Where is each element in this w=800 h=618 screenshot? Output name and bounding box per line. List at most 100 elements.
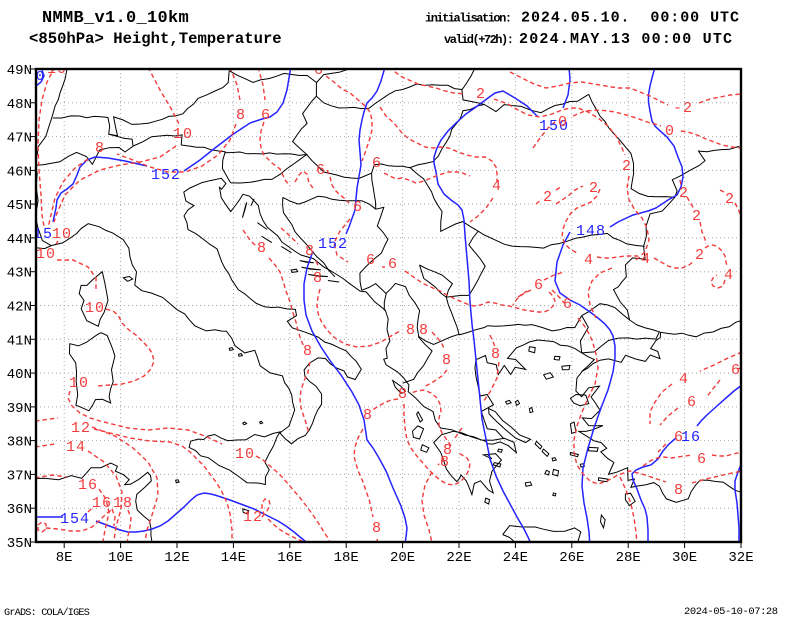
svg-text:38N: 38N bbox=[7, 435, 32, 451]
svg-text:8: 8 bbox=[363, 407, 373, 424]
svg-text:41N: 41N bbox=[7, 333, 32, 349]
svg-text:4: 4 bbox=[584, 252, 594, 269]
svg-text:2: 2 bbox=[622, 158, 632, 175]
svg-text:0: 0 bbox=[558, 114, 568, 131]
svg-text:6: 6 bbox=[366, 252, 376, 269]
svg-text:6: 6 bbox=[534, 277, 544, 294]
svg-text:4: 4 bbox=[641, 251, 651, 268]
svg-text:2: 2 bbox=[543, 189, 553, 206]
svg-text:152: 152 bbox=[318, 236, 348, 253]
svg-text:2: 2 bbox=[679, 185, 689, 202]
svg-text:20E: 20E bbox=[390, 550, 415, 566]
svg-text:150: 150 bbox=[539, 118, 569, 135]
svg-text:8: 8 bbox=[305, 243, 315, 260]
svg-text:12E: 12E bbox=[164, 550, 189, 566]
svg-text:40N: 40N bbox=[7, 367, 32, 383]
svg-text:2024.05.10. 00:00 UTC: 2024.05.10. 00:00 UTC bbox=[521, 10, 740, 27]
svg-text:6: 6 bbox=[388, 256, 398, 273]
svg-text:18E: 18E bbox=[334, 550, 359, 566]
svg-text:37N: 37N bbox=[7, 468, 32, 484]
svg-text:-2: -2 bbox=[673, 100, 693, 117]
svg-text:8: 8 bbox=[95, 140, 105, 157]
svg-text:8E: 8E bbox=[56, 550, 73, 566]
svg-text:6: 6 bbox=[314, 62, 324, 79]
svg-text:148: 148 bbox=[576, 223, 606, 240]
svg-text:16: 16 bbox=[92, 495, 112, 512]
svg-text:2: 2 bbox=[589, 180, 599, 197]
svg-text:46N: 46N bbox=[7, 164, 32, 180]
svg-text:39N: 39N bbox=[7, 401, 32, 417]
svg-text:GrADS: COLA/IGES: GrADS: COLA/IGES bbox=[4, 607, 90, 618]
svg-text:valid(+72h):: valid(+72h): bbox=[444, 33, 512, 47]
svg-text:12: 12 bbox=[71, 420, 91, 437]
svg-text:2: 2 bbox=[695, 247, 705, 264]
svg-text:8: 8 bbox=[313, 270, 323, 287]
svg-text:0: 0 bbox=[665, 123, 675, 140]
svg-text:32E: 32E bbox=[728, 550, 753, 566]
svg-text:NMMB_v1.0_10km: NMMB_v1.0_10km bbox=[42, 9, 189, 28]
svg-text:6: 6 bbox=[261, 107, 271, 124]
svg-text:10: 10 bbox=[69, 375, 89, 392]
svg-text:16E: 16E bbox=[277, 550, 302, 566]
svg-text:<850hPa> Height,Temperature: <850hPa> Height,Temperature bbox=[29, 30, 282, 48]
svg-text:42N: 42N bbox=[7, 300, 32, 316]
svg-text:15: 15 bbox=[33, 226, 53, 243]
svg-text:14: 14 bbox=[66, 439, 86, 456]
svg-text:4: 4 bbox=[724, 267, 734, 284]
svg-text:154: 154 bbox=[60, 511, 90, 528]
svg-text:8: 8 bbox=[443, 442, 453, 459]
svg-text:10: 10 bbox=[36, 246, 56, 263]
svg-text:36N: 36N bbox=[7, 502, 32, 518]
svg-text:48N: 48N bbox=[7, 97, 32, 113]
svg-text:8: 8 bbox=[440, 454, 450, 471]
svg-text:6: 6 bbox=[353, 199, 363, 216]
svg-text:6: 6 bbox=[731, 362, 741, 379]
svg-text:18: 18 bbox=[113, 495, 133, 512]
svg-text:6: 6 bbox=[372, 155, 382, 172]
svg-text:6: 6 bbox=[316, 162, 326, 179]
svg-text:26E: 26E bbox=[559, 550, 584, 566]
svg-text:8: 8 bbox=[303, 343, 313, 360]
svg-text:2024.MAY.13 00:00 UTC: 2024.MAY.13 00:00 UTC bbox=[519, 31, 733, 48]
svg-text:8: 8 bbox=[406, 322, 416, 339]
svg-text:10: 10 bbox=[52, 226, 72, 243]
svg-text:6: 6 bbox=[563, 296, 573, 313]
svg-text:35N: 35N bbox=[7, 536, 32, 552]
svg-text:30E: 30E bbox=[672, 550, 697, 566]
svg-text:8: 8 bbox=[674, 482, 684, 499]
svg-text:44N: 44N bbox=[7, 232, 32, 248]
svg-text:10: 10 bbox=[173, 126, 193, 143]
svg-text:2: 2 bbox=[725, 191, 735, 208]
svg-text:6: 6 bbox=[674, 429, 684, 446]
svg-text:2: 2 bbox=[476, 86, 486, 103]
svg-text:8: 8 bbox=[257, 240, 267, 257]
svg-text:10: 10 bbox=[47, 61, 67, 78]
svg-text:24E: 24E bbox=[503, 550, 528, 566]
svg-text:2: 2 bbox=[692, 208, 702, 225]
svg-text:49N: 49N bbox=[7, 63, 32, 79]
svg-text:45N: 45N bbox=[7, 198, 32, 214]
svg-text:12: 12 bbox=[243, 509, 263, 526]
svg-text:43N: 43N bbox=[7, 266, 32, 282]
svg-text:8: 8 bbox=[372, 520, 382, 537]
svg-text:152: 152 bbox=[151, 167, 181, 184]
svg-text:8: 8 bbox=[442, 352, 452, 369]
svg-text:8: 8 bbox=[236, 107, 246, 124]
svg-text:4: 4 bbox=[679, 371, 689, 388]
svg-text:2024-05-10-07:28: 2024-05-10-07:28 bbox=[684, 606, 778, 618]
svg-text:6: 6 bbox=[697, 451, 707, 468]
svg-text:47N: 47N bbox=[7, 131, 32, 147]
svg-text:16: 16 bbox=[78, 477, 98, 494]
svg-text:150: 150 bbox=[17, 69, 45, 85]
svg-text:10E: 10E bbox=[108, 550, 133, 566]
svg-text:14E: 14E bbox=[221, 550, 246, 566]
svg-text:4: 4 bbox=[492, 178, 502, 195]
svg-text:8: 8 bbox=[419, 322, 429, 339]
svg-text:16: 16 bbox=[681, 429, 701, 446]
svg-text:8: 8 bbox=[491, 346, 501, 363]
svg-text:10: 10 bbox=[235, 446, 255, 463]
svg-text:6: 6 bbox=[687, 394, 697, 411]
svg-text:8: 8 bbox=[398, 386, 408, 403]
svg-text:28E: 28E bbox=[616, 550, 641, 566]
svg-text:10: 10 bbox=[85, 300, 105, 317]
